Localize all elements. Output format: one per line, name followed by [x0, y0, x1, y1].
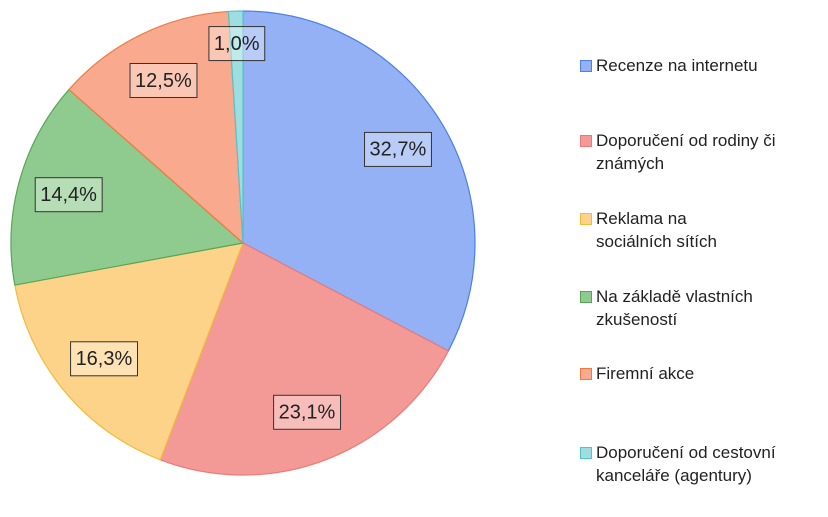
data-label-box — [364, 131, 432, 167]
legend-item: Na základě vlastních zkušeností — [580, 285, 824, 331]
data-label: 14,4% — [40, 184, 97, 206]
legend-item: Reklama na sociálních sítích — [580, 207, 746, 253]
data-label-box — [34, 177, 103, 213]
legend-swatch — [580, 291, 592, 303]
legend-swatch — [580, 368, 592, 380]
legend-swatch — [580, 60, 592, 72]
legend-item: Doporučení od cestovní kanceláře (agentu… — [580, 441, 776, 487]
legend-label: Doporučení od rodiny či známých — [596, 131, 776, 173]
legend-label: Recenze na internetu — [596, 56, 758, 75]
legend-label: Firemní akce — [596, 364, 695, 383]
pie-slice — [242, 10, 476, 352]
legend-swatch — [580, 135, 592, 147]
legend-item: Recenze na internetu — [580, 54, 824, 77]
data-label: 32,7% — [370, 139, 427, 161]
pie-slice — [10, 88, 245, 286]
legend-item: Doporučení od rodiny či známých — [580, 129, 824, 175]
legend-swatch — [580, 213, 592, 225]
pie-slice — [68, 10, 244, 245]
legend-label: Doporučení od cestovní kanceláře (agentu… — [596, 443, 776, 485]
legend-swatch — [580, 447, 592, 459]
data-label: 12,5% — [135, 70, 192, 92]
data-label-box — [208, 26, 266, 62]
data-label-box — [129, 62, 198, 98]
data-label: 16,3% — [76, 348, 133, 370]
legend-label: Na základě vlastních zkušeností — [596, 287, 753, 329]
pie-slice — [14, 242, 244, 461]
legend-item: Firemní akce — [580, 362, 824, 385]
data-label: 1,0% — [214, 33, 260, 55]
legend-label: Reklama na sociálních sítích — [596, 209, 717, 251]
data-label-box — [273, 394, 342, 430]
pie-slice — [227, 10, 244, 244]
pie-slice — [159, 242, 450, 476]
data-label-box — [70, 341, 138, 377]
data-label: 23,1% — [279, 402, 336, 424]
